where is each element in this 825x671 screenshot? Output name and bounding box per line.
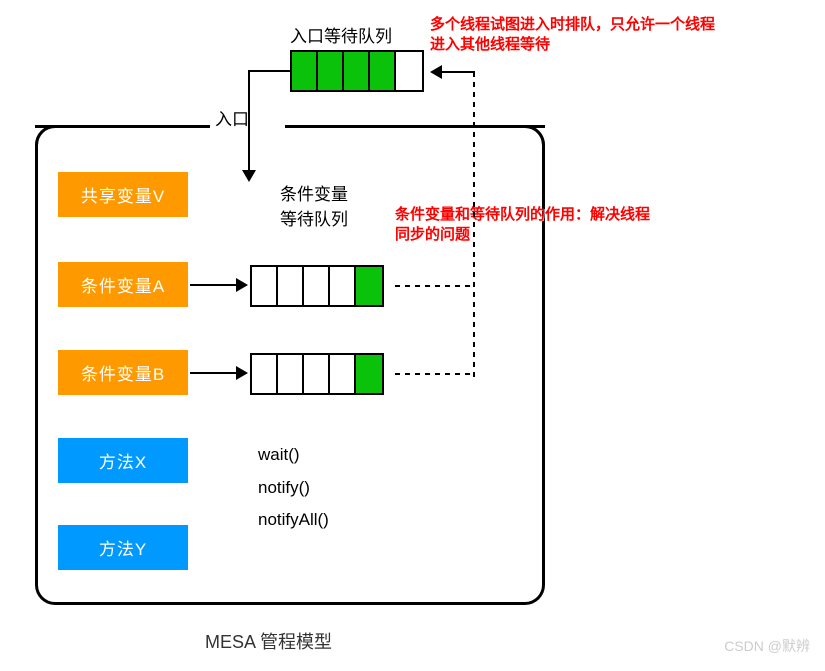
annotation-middle: 条件变量和等待队列的作用：解决线程 同步的问题 (395, 205, 695, 244)
method-y-box: 方法Y (58, 525, 188, 570)
queue-cell (278, 355, 304, 393)
queue-cell (304, 267, 330, 305)
arrow-right-icon (236, 278, 248, 292)
queue-cell (292, 52, 318, 90)
arrow-left-icon (430, 65, 442, 79)
cond-queue-a (250, 265, 384, 307)
monitor-border (35, 125, 210, 128)
queue-cell (356, 355, 382, 393)
queue-cell (370, 52, 396, 90)
arrow-entry-line (248, 92, 250, 172)
diagram-container: 入口等待队列 多个线程试图进入时排队，只允许一个线程 进入其他线程等待 入口 共… (0, 0, 825, 671)
arrow-entry-line-h (248, 70, 290, 72)
method-y-label: 方法Y (99, 535, 147, 560)
entry-queue-title: 入口等待队列 (290, 22, 392, 47)
notify-label: notify() (258, 478, 310, 498)
queue-cell (252, 355, 278, 393)
queue-cell (356, 267, 382, 305)
method-x-box: 方法X (58, 438, 188, 483)
watermark: CSDN @默辨 (724, 636, 810, 656)
cond-queue-b (250, 353, 384, 395)
annotation-top-text: 多个线程试图进入时排队，只允许一个线程 进入其他线程等待 (430, 16, 715, 53)
queue-cell (318, 52, 344, 90)
arrow-entry-line-v (248, 70, 250, 92)
arrow-right-icon (236, 366, 248, 380)
queue-cell (344, 52, 370, 90)
dashed-line (395, 285, 475, 287)
cond-b-box: 条件变量B (58, 350, 188, 395)
dashed-line (395, 373, 475, 375)
annotation-middle-text: 条件变量和等待队列的作用：解决线程 同步的问题 (395, 206, 650, 243)
shared-var-box: 共享变量V (58, 172, 188, 217)
arrow-b-line (190, 372, 238, 374)
arrow-down-icon (242, 170, 256, 182)
cond-queue-title1: 条件变量 (280, 180, 348, 205)
entry-queue (290, 50, 424, 92)
dashed-line (473, 72, 475, 377)
wait-label: wait() (258, 445, 300, 465)
cond-a-box: 条件变量A (58, 262, 188, 307)
queue-cell (330, 267, 356, 305)
method-x-label: 方法X (99, 448, 147, 473)
shared-var-label: 共享变量V (81, 182, 165, 207)
cond-queue-title2: 等待队列 (280, 205, 348, 230)
queue-cell (252, 267, 278, 305)
queue-cell (278, 267, 304, 305)
monitor-border (285, 125, 545, 128)
monitor-corner (35, 125, 55, 145)
arrow-return-line (440, 71, 475, 73)
monitor-corner (525, 125, 545, 145)
queue-cell (330, 355, 356, 393)
arrow-a-line (190, 284, 238, 286)
queue-cell (304, 355, 330, 393)
queue-cell (396, 52, 422, 90)
cond-b-label: 条件变量B (81, 360, 165, 385)
caption: MESA 管程模型 (205, 628, 332, 654)
notifyall-label: notifyAll() (258, 510, 329, 530)
annotation-top: 多个线程试图进入时排队，只允许一个线程 进入其他线程等待 (430, 15, 750, 54)
cond-a-label: 条件变量A (81, 272, 165, 297)
